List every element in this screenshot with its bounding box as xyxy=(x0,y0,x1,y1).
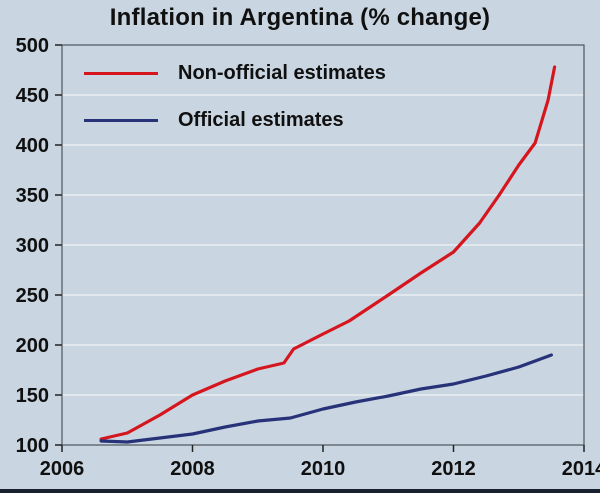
x-tick-label: 2008 xyxy=(170,458,215,480)
legend: Non-official estimates Official estimate… xyxy=(84,62,386,132)
x-tick-label: 2012 xyxy=(431,458,476,480)
y-tick-label: 150 xyxy=(16,385,49,407)
bottom-border xyxy=(0,489,600,493)
y-tick-label: 400 xyxy=(16,135,49,157)
x-tick-label: 2006 xyxy=(40,458,85,480)
y-tick-label: 350 xyxy=(16,185,49,207)
series-line-non-official-estimates xyxy=(99,65,557,441)
legend-label-non-official: Non-official estimates xyxy=(178,62,386,84)
legend-label-official: Official estimates xyxy=(178,109,344,131)
legend-line-non-official xyxy=(84,72,158,75)
y-tick-label: 500 xyxy=(16,35,49,57)
legend-item-non-official: Non-official estimates xyxy=(84,62,386,85)
chart-title: Inflation in Argentina (% change) xyxy=(109,4,491,31)
legend-item-official: Official estimates xyxy=(84,109,386,132)
y-tick-label: 200 xyxy=(16,335,49,357)
legend-line-official xyxy=(84,119,158,122)
y-tick-label: 250 xyxy=(16,285,49,307)
x-tick-label: 2014 xyxy=(562,458,600,480)
x-tick-label: 2010 xyxy=(301,458,346,480)
y-tick-label: 450 xyxy=(16,85,49,107)
y-tick-label: 100 xyxy=(16,435,49,457)
series-line-official-estimates xyxy=(99,353,554,444)
y-tick-label: 300 xyxy=(16,235,49,257)
